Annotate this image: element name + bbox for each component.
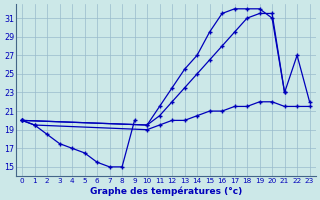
X-axis label: Graphe des températures (°c): Graphe des températures (°c) bbox=[90, 186, 242, 196]
